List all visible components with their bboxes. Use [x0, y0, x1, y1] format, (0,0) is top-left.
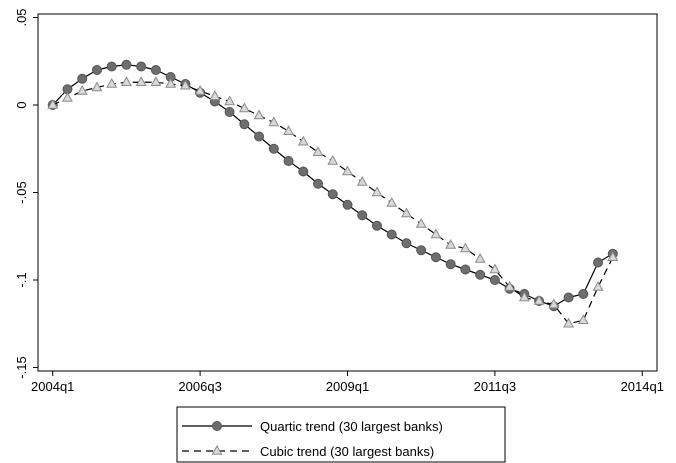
point	[489, 275, 500, 285]
point	[150, 76, 162, 87]
point	[283, 156, 294, 166]
point	[342, 165, 353, 176]
point	[268, 143, 279, 154]
point	[460, 264, 471, 275]
point	[548, 298, 560, 309]
y-tick-label: -.15	[14, 356, 29, 378]
series-line	[52, 81, 614, 325]
point	[386, 229, 397, 240]
point	[607, 251, 619, 262]
legend-label: Cubic trend (30 largest banks)	[260, 444, 434, 459]
point	[297, 135, 309, 146]
point	[401, 238, 412, 249]
point	[77, 73, 88, 84]
point	[445, 238, 457, 249]
point	[136, 61, 147, 72]
point	[62, 91, 73, 102]
point	[357, 210, 368, 221]
series-line	[52, 64, 614, 307]
point	[253, 109, 265, 120]
point	[386, 196, 398, 207]
x-tick-label: 2006q3	[178, 379, 221, 394]
plot-frame	[37, 13, 658, 372]
point	[224, 107, 235, 117]
point	[165, 77, 177, 88]
y-tick-label: .05	[14, 8, 29, 26]
point	[209, 90, 221, 101]
point	[135, 76, 147, 87]
point	[312, 146, 324, 157]
legend-marker	[212, 421, 222, 431]
point	[342, 199, 353, 210]
point	[313, 178, 324, 189]
x-tick-label: 2011q3	[474, 379, 516, 394]
point	[416, 245, 427, 256]
point	[415, 217, 427, 228]
point	[371, 186, 383, 197]
point	[106, 77, 118, 88]
point	[238, 102, 250, 113]
point	[504, 280, 516, 291]
point	[577, 314, 589, 325]
point	[474, 252, 486, 263]
y-tick-label: 0	[14, 101, 29, 108]
point	[371, 220, 382, 231]
point	[91, 81, 103, 92]
point	[120, 76, 132, 87]
point	[430, 228, 442, 239]
point	[121, 59, 132, 70]
point	[459, 242, 471, 253]
point	[106, 61, 117, 72]
point	[268, 116, 280, 127]
point	[91, 65, 102, 75]
point	[445, 259, 456, 270]
point	[327, 189, 338, 200]
point	[47, 98, 59, 109]
point	[150, 65, 161, 75]
y-tick-label: -.05	[14, 181, 29, 203]
point	[563, 317, 575, 328]
point	[179, 79, 191, 90]
point	[194, 84, 206, 95]
point	[76, 84, 88, 95]
x-tick-label: 2004q1	[31, 379, 74, 394]
point	[327, 154, 339, 165]
point	[356, 175, 368, 186]
legend-box	[176, 406, 506, 463]
point	[489, 263, 501, 274]
point	[593, 257, 604, 268]
point	[430, 252, 441, 263]
point	[563, 292, 574, 303]
point	[254, 131, 265, 142]
legend-label: Quartic trend (30 largest banks)	[260, 419, 443, 434]
point	[239, 119, 250, 130]
point	[224, 95, 236, 106]
x-tick-label: 2014q1	[621, 379, 664, 394]
point	[592, 280, 604, 291]
y-tick-label: -.1	[14, 272, 29, 287]
point	[283, 125, 294, 136]
point	[298, 166, 309, 177]
point	[578, 289, 589, 299]
point	[533, 294, 545, 305]
point	[475, 269, 486, 280]
point	[401, 207, 412, 218]
point	[518, 291, 530, 302]
x-tick-label: 2009q1	[326, 379, 369, 394]
legend-marker	[211, 444, 223, 455]
